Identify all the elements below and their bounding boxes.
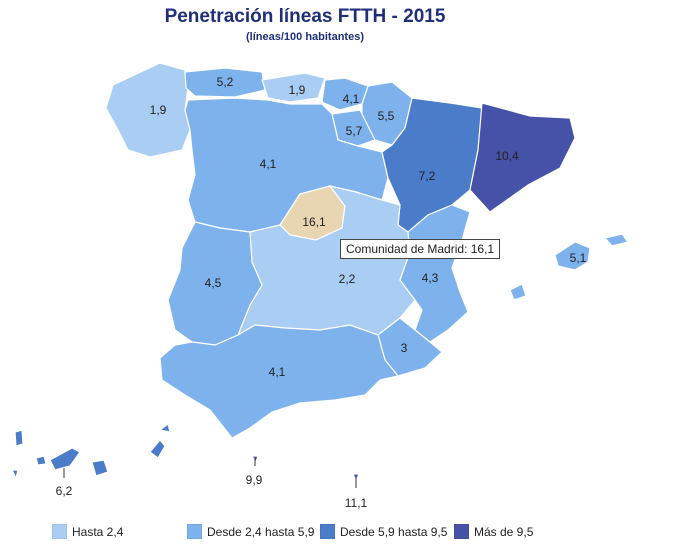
spain-choropleth-map: 1,9 5,2 1,9 4,1 5,5 5,7 4,1 7,2 10,4 16,…: [11, 62, 630, 510]
region-melilla[interactable]: [352, 473, 360, 483]
label-castilla-y-leon: 4,1: [260, 157, 277, 171]
label-navarra: 5,5: [378, 109, 395, 123]
legend-item-desde-5-9-hasta-9-5[interactable]: Desde 5,9 hasta 9,5: [320, 524, 447, 539]
region-canarias-lapalma[interactable]: [14, 429, 24, 447]
region-baleares-ibiza[interactable]: [509, 283, 527, 301]
label-canarias: 6,2: [56, 484, 73, 498]
region-cataluna[interactable]: [469, 102, 576, 213]
label-baleares: 5,1: [570, 251, 587, 265]
legend: Hasta 2,4 Desde 2,4 hasta 5,9 Desde 5,9 …: [52, 524, 682, 542]
label-murcia: 3: [401, 341, 408, 355]
region-cantabria[interactable]: [261, 72, 326, 103]
label-aragon: 7,2: [419, 169, 436, 183]
region-canarias-fuerteventura[interactable]: [149, 439, 166, 459]
legend-label: Más de 9,5: [474, 524, 534, 539]
legend-item-desde-2-4-hasta-5-9[interactable]: Desde 2,4 hasta 5,9: [187, 524, 314, 539]
region-andalucia[interactable]: [159, 324, 400, 439]
legend-swatch: [320, 524, 335, 539]
map-subtitle: (líneas/100 habitantes): [246, 31, 364, 43]
legend-swatch: [187, 524, 202, 539]
label-andalucia: 4,1: [269, 365, 286, 379]
legend-label: Hasta 2,4: [72, 524, 124, 539]
label-asturias: 5,2: [217, 75, 234, 89]
region-baleares[interactable]: [554, 241, 591, 271]
legend-item-mas-de-9-5[interactable]: Más de 9,5: [454, 524, 533, 539]
region-asturias[interactable]: [184, 67, 266, 98]
legend-label: Desde 5,9 hasta 9,5: [340, 524, 448, 539]
legend-item-hasta-2-4[interactable]: Hasta 2,4: [52, 524, 123, 539]
label-melilla: 11,1: [345, 496, 368, 510]
legend-swatch: [454, 524, 469, 539]
label-la-rioja: 5,7: [346, 124, 363, 138]
label-pais-vasco: 4,1: [343, 92, 360, 106]
region-canarias-gomera[interactable]: [35, 455, 47, 466]
legend-swatch: [52, 524, 67, 539]
legend-label: Desde 2,4 hasta 5,9: [207, 524, 315, 539]
label-extremadura: 4,5: [205, 276, 222, 290]
label-cantabria: 1,9: [289, 83, 306, 97]
region-galicia[interactable]: [105, 62, 191, 158]
label-ceuta: 9,9: [246, 473, 263, 487]
label-castilla-la-mancha: 2,2: [339, 272, 356, 286]
region-baleares-menorca[interactable]: [603, 233, 630, 247]
label-valencia: 4,3: [422, 271, 439, 285]
region-canarias-hierro[interactable]: [11, 469, 19, 480]
label-galicia: 1,9: [150, 103, 167, 117]
region-tooltip: Comunidad de Madrid: 16,1: [340, 239, 501, 259]
label-madrid: 16,1: [302, 215, 326, 229]
region-canarias-grancanaria[interactable]: [91, 459, 109, 477]
map-title: Penetración líneas FTTH - 2015: [164, 6, 446, 27]
region-canarias-tenerife[interactable]: [49, 447, 81, 471]
region-canarias-lanzarote[interactable]: [158, 422, 171, 433]
label-cataluna: 10,4: [495, 149, 519, 163]
